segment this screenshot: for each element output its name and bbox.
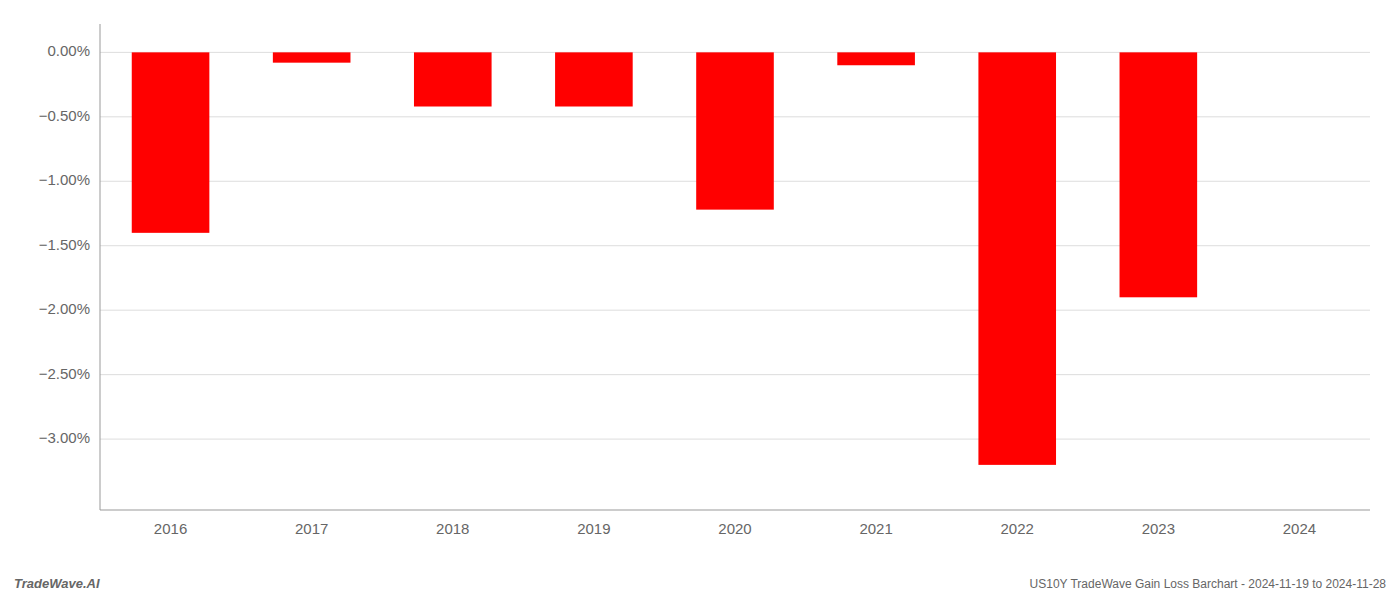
x-tick-label: 2022 (1001, 520, 1034, 537)
y-tick-label: −2.00% (39, 300, 90, 317)
grid-line (100, 310, 1370, 311)
x-tick-label: 2019 (577, 520, 610, 537)
bar (696, 52, 774, 209)
grid-line (100, 374, 1370, 375)
x-tick-label: 2021 (859, 520, 892, 537)
bar (273, 52, 351, 62)
bar (414, 52, 492, 106)
bar (837, 52, 915, 65)
title: US10Y TradeWave Gain Loss Barchart - 202… (1030, 577, 1387, 591)
y-tick-label: −0.50% (39, 107, 90, 124)
y-tick-label: −2.50% (39, 365, 90, 382)
watermark: TradeWave.AI (14, 576, 100, 591)
y-tick-label: 0.00% (47, 42, 90, 59)
x-tick-labels: 2016 2017 2018 2019 2020 2021 2022 2023 2024 (154, 520, 1316, 537)
bar (132, 52, 210, 232)
x-tick-label: 2024 (1283, 520, 1316, 537)
y-tick-label: −3.00% (39, 429, 90, 446)
bar (978, 52, 1056, 465)
bars (132, 52, 1197, 465)
y-tick-label: −1.50% (39, 236, 90, 253)
y-tick-label: −1.00% (39, 171, 90, 188)
y-axis-line (100, 24, 101, 510)
x-tick-label: 2016 (154, 520, 187, 537)
bar (1120, 52, 1198, 297)
x-tick-label: 2018 (436, 520, 469, 537)
chart: 0.00% −0.50% −1.00% −1.50% −2.00% −2.50% −3.00… (0, 0, 1400, 600)
y-tick-labels: 0.00% −0.50% −1.00% −1.50% −2.00% −2.50% −3.00… (39, 42, 90, 446)
x-tick-label: 2020 (718, 520, 751, 537)
x-axis-line (100, 510, 1370, 511)
grid-line (100, 439, 1370, 440)
x-tick-label: 2017 (295, 520, 328, 537)
grid (100, 52, 1370, 439)
x-tick-label: 2023 (1142, 520, 1175, 537)
bar (555, 52, 633, 106)
